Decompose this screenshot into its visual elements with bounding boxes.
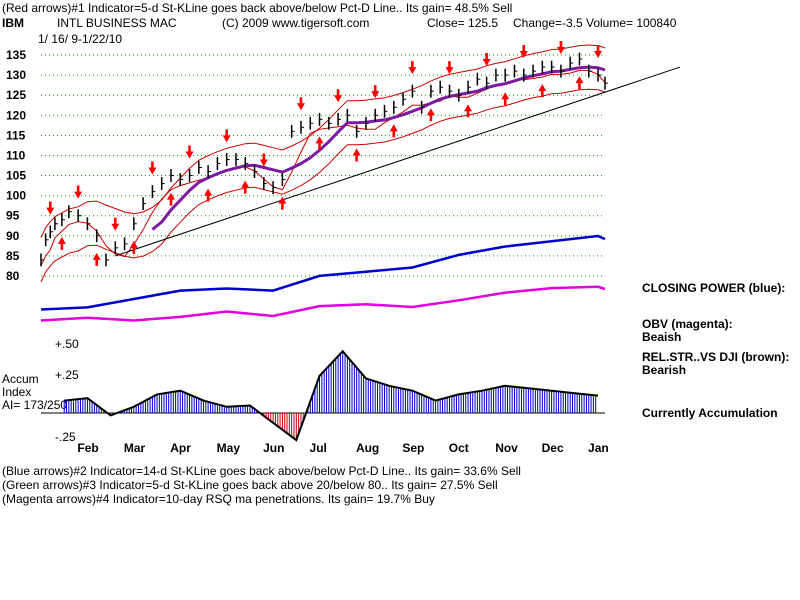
x-label-feb: Feb: [77, 441, 98, 455]
y-tick-135: 135: [6, 48, 26, 62]
buy-arrow: [426, 108, 435, 122]
y-tick-120: 120: [6, 108, 26, 122]
footer-line3: (Green arrows)#3 Indicator=5-d St-KLine …: [2, 478, 498, 492]
company-label: INTL BUSINESS MAC: [57, 16, 177, 30]
header-line1: (Red arrows)#1 Indicator=5-d St-KLine go…: [2, 1, 513, 15]
sell-arrow: [334, 89, 343, 103]
upper-band: [40, 44, 606, 239]
buy-arrow: [538, 84, 547, 98]
buy-arrow: [57, 236, 66, 250]
buy-arrow: [464, 104, 473, 118]
sell-arrow: [482, 53, 491, 67]
accumulation-status: Currently Accumulation: [642, 406, 778, 420]
y-tick-110: 110: [6, 148, 26, 162]
short-ma: [40, 69, 606, 267]
signal-arrows: [46, 41, 603, 266]
buy-arrow: [575, 76, 584, 90]
obv-line: [40, 285, 606, 322]
symbol-label: IBM: [2, 16, 24, 30]
y-tick-115: 115: [6, 128, 26, 142]
sell-arrow: [519, 45, 528, 59]
x-label-may: May: [217, 441, 241, 455]
y-tick-100: 100: [6, 189, 26, 203]
buy-arrow: [352, 148, 361, 162]
x-label-dec: Dec: [542, 441, 564, 455]
accum-minus25: -.25: [55, 430, 76, 444]
accum-label: Accum: [2, 372, 39, 386]
accum-line: [64, 349, 599, 442]
relstr-label: REL.STR..VS DJI (brown):: [642, 350, 790, 364]
y-tick-105: 105: [6, 169, 26, 183]
sell-arrow: [111, 217, 120, 231]
sell-arrow: [46, 201, 55, 215]
y-tick-80: 80: [6, 269, 20, 283]
y-tick-85: 85: [6, 249, 20, 263]
footer-line4: (Magenta arrows)#4 Indicator=10-day RSQ …: [2, 492, 435, 506]
sell-arrow: [296, 97, 305, 111]
x-label-aug: Aug: [356, 441, 379, 455]
obv-state: Beaish: [642, 330, 682, 344]
x-label-sep: Sep: [402, 441, 424, 455]
copyright-label: (C) 2009 www.tigersoft.com: [222, 16, 370, 30]
buy-arrow: [92, 252, 101, 266]
sell-arrow: [148, 161, 157, 175]
x-label-apr: Apr: [170, 441, 191, 455]
x-label-jan: Jan: [588, 441, 609, 455]
accum-plus50: +.50: [55, 337, 79, 351]
accum-index-histogram: [41, 349, 605, 442]
sell-arrow: [74, 185, 83, 199]
footer-line2: (Blue arrows)#2 Indicator=14-d St-KLine …: [2, 464, 521, 478]
price-bars: [40, 52, 608, 267]
x-label-jul: Jul: [310, 441, 327, 455]
closing-power-line: [40, 234, 606, 311]
price-axis-ticks: 80 85 90 95 100 105 110 115 120 125 130 135: [6, 48, 26, 283]
accum-plus25: +.25: [55, 368, 79, 382]
buy-arrow: [241, 180, 250, 194]
y-tick-90: 90: [6, 229, 20, 243]
closing-power-line: [40, 234, 606, 311]
price-grid: [41, 54, 605, 277]
close-label: Close= 125.5: [427, 16, 499, 30]
sell-arrow: [556, 41, 565, 54]
sell-arrow: [371, 85, 380, 99]
sell-arrow: [222, 129, 231, 143]
sell-arrow: [594, 45, 603, 59]
buy-arrow: [204, 188, 213, 202]
index-label: Index: [2, 385, 32, 399]
sell-arrow: [185, 145, 194, 159]
y-tick-125: 125: [6, 88, 26, 102]
y-tick-95: 95: [6, 209, 20, 223]
x-label-oct: Oct: [449, 441, 469, 455]
closing-power-label: CLOSING POWER (blue):: [642, 281, 786, 295]
long-ma: [151, 65, 606, 231]
relstr-state: Bearish: [642, 363, 687, 377]
volume-label: Volume= 100840: [586, 16, 677, 30]
buy-arrow: [129, 240, 138, 254]
sell-arrow: [445, 61, 454, 75]
buy-arrow: [389, 124, 398, 138]
obv-label: OBV (magenta):: [642, 317, 733, 331]
y-tick-130: 130: [6, 68, 26, 82]
ai-label: AI= 173/250: [2, 398, 68, 412]
month-axis-labels: Feb Mar Apr May Jun Jul Aug Sep Oct Nov Dec Jan: [77, 441, 608, 455]
x-label-nov: Nov: [495, 441, 518, 455]
trendline: [115, 66, 681, 257]
support-trendline: [115, 66, 681, 257]
date-range: 1/ 16/ 9-1/22/10: [38, 32, 123, 46]
sell-arrow: [259, 153, 268, 167]
buy-arrow: [501, 92, 510, 106]
sell-arrow: [408, 61, 417, 75]
buy-arrow: [166, 192, 175, 206]
obv-line: [40, 285, 606, 322]
buy-arrow: [315, 136, 324, 150]
moving-average: [151, 65, 606, 231]
buy-arrow: [278, 196, 287, 210]
change-label: Change=-3.5: [513, 16, 583, 30]
lower-band: [40, 88, 606, 283]
x-label-mar: Mar: [124, 441, 146, 455]
x-label-jun: Jun: [263, 441, 284, 455]
